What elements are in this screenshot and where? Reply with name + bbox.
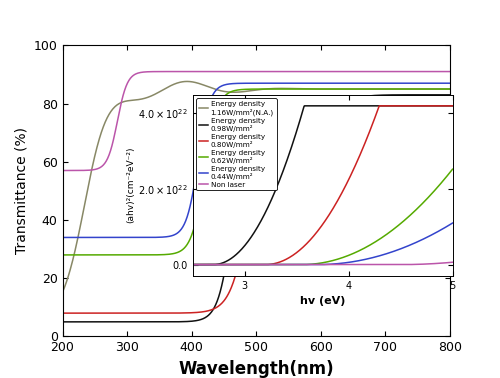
X-axis label: Wavelength(nm): Wavelength(nm) bbox=[178, 360, 334, 378]
Y-axis label: (ahv)²(cm⁻²eV⁻²): (ahv)²(cm⁻²eV⁻²) bbox=[126, 147, 135, 223]
X-axis label: hv (eV): hv (eV) bbox=[300, 296, 345, 306]
Y-axis label: Transmittance (%): Transmittance (%) bbox=[14, 127, 28, 254]
Legend: Energy density
1.16W/mm²(N.A.), Energy density
0.98W/mm², Energy density
0.80W/m: Energy density 1.16W/mm²(N.A.), Energy d… bbox=[196, 98, 276, 191]
